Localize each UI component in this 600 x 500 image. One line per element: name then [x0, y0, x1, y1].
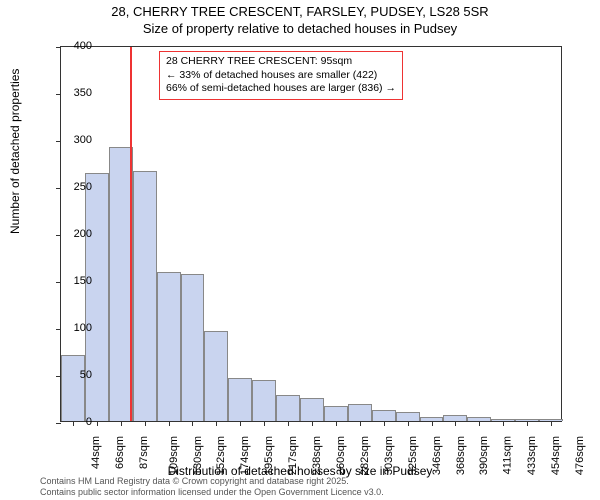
xtick-mark [336, 421, 337, 426]
xtick-label: 44sqm [90, 436, 102, 469]
xtick-mark [216, 421, 217, 426]
footer-line-2: Contains public sector information licen… [40, 487, 384, 497]
ytick-label: 200 [52, 228, 92, 240]
xtick-label: 411sqm [502, 436, 514, 474]
histogram-bar [204, 331, 228, 421]
xtick-label: 346sqm [431, 436, 443, 475]
footer-line-1: Contains HM Land Registry data © Crown c… [40, 476, 349, 486]
footer-attribution: Contains HM Land Registry data © Crown c… [40, 476, 384, 498]
ytick-label: 100 [52, 322, 92, 334]
xtick-label: 454sqm [550, 436, 562, 475]
marker-line [130, 47, 132, 421]
xtick-mark [192, 421, 193, 426]
xtick-label: 282sqm [359, 436, 371, 475]
histogram-bar [324, 406, 348, 421]
xtick-label: 109sqm [168, 436, 180, 475]
xtick-label: 195sqm [263, 436, 275, 475]
ytick-label: 150 [52, 275, 92, 287]
annotation-line-1: 28 CHERRY TREE CRESCENT: 95sqm [166, 55, 396, 69]
histogram-bar [276, 395, 300, 421]
xtick-mark [432, 421, 433, 426]
plot-region: 28 CHERRY TREE CRESCENT: 95sqm← 33% of d… [60, 46, 562, 422]
xtick-mark [360, 421, 361, 426]
xtick-mark [169, 421, 170, 426]
xtick-label: 174sqm [240, 436, 252, 475]
annotation-line-2: ← 33% of detached houses are smaller (42… [166, 69, 396, 83]
histogram-bar [181, 274, 205, 421]
chart-area: 28 CHERRY TREE CRESCENT: 95sqm← 33% of d… [60, 46, 562, 422]
xtick-mark [455, 421, 456, 426]
xtick-mark [145, 421, 146, 426]
xtick-label: 238sqm [311, 436, 323, 475]
title-line-1: 28, CHERRY TREE CRESCENT, FARSLEY, PUDSE… [111, 4, 488, 19]
xtick-mark [240, 421, 241, 426]
title-line-2: Size of property relative to detached ho… [143, 21, 457, 36]
xtick-mark [288, 421, 289, 426]
ytick-label: 250 [52, 181, 92, 193]
xtick-label: 476sqm [574, 436, 586, 475]
annotation-box: 28 CHERRY TREE CRESCENT: 95sqm← 33% of d… [159, 51, 403, 100]
xtick-label: 433sqm [526, 436, 538, 475]
xtick-mark [479, 421, 480, 426]
xtick-label: 66sqm [114, 436, 126, 469]
annotation-line-3: 66% of semi-detached houses are larger (… [166, 82, 396, 96]
xtick-label: 368sqm [455, 436, 467, 475]
xtick-label: 87sqm [138, 436, 150, 469]
histogram-bar [85, 173, 109, 421]
xtick-mark [121, 421, 122, 426]
histogram-bar [396, 412, 420, 421]
xtick-mark [408, 421, 409, 426]
xtick-mark [312, 421, 313, 426]
xtick-mark [384, 421, 385, 426]
histogram-bar [348, 404, 372, 421]
xtick-label: 152sqm [216, 436, 228, 475]
ytick-label: 400 [52, 40, 92, 52]
xtick-mark [503, 421, 504, 426]
xtick-label: 390sqm [479, 436, 491, 475]
xtick-label: 130sqm [192, 436, 204, 475]
ytick-label: 300 [52, 134, 92, 146]
histogram-bar [133, 171, 157, 421]
xtick-mark [527, 421, 528, 426]
histogram-bar [300, 398, 324, 421]
xtick-label: 303sqm [383, 436, 395, 475]
histogram-bar [252, 380, 276, 421]
ytick-label: 0 [52, 416, 92, 428]
histogram-bar [228, 378, 252, 421]
xtick-mark [551, 421, 552, 426]
histogram-bar [372, 410, 396, 421]
xtick-label: 260sqm [335, 436, 347, 475]
ytick-label: 50 [52, 369, 92, 381]
xtick-mark [97, 421, 98, 426]
xtick-mark [264, 421, 265, 426]
histogram-bar [157, 272, 181, 421]
y-axis-label: Number of detached properties [8, 69, 22, 234]
xtick-label: 217sqm [287, 436, 299, 475]
ytick-label: 350 [52, 87, 92, 99]
histogram-bar [61, 355, 85, 421]
xtick-label: 325sqm [407, 436, 419, 475]
